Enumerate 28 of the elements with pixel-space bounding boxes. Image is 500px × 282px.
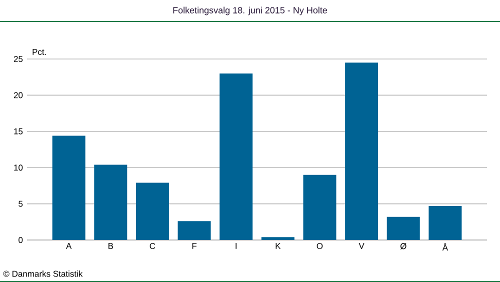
y-axis-title: Pct. — [32, 49, 46, 55]
y-tick-label: 0 — [18, 236, 23, 244]
x-tick-label: V — [358, 243, 364, 249]
y-tick-label: 10 — [14, 164, 23, 171]
x-tick-label: Ø — [400, 243, 406, 250]
bar — [94, 164, 128, 240]
bar — [303, 174, 336, 240]
text: © Danmarks Statistik — [3, 270, 83, 277]
x-tick-label: O — [316, 243, 323, 250]
y-tick-label: 15 — [14, 128, 23, 134]
bar — [261, 237, 294, 240]
bar — [428, 206, 462, 240]
bar — [345, 62, 378, 240]
chart-title: Folketingsvalg 18. juni 2015 - Ny Holte — [173, 6, 328, 16]
x-tick-label: K — [276, 243, 281, 249]
x-tick-label: C — [150, 243, 156, 250]
x-tick-label: Å — [442, 243, 448, 250]
y-tick-label: 25 — [14, 56, 23, 62]
y-tick-label: 5 — [18, 200, 23, 207]
x-tick-label: A — [66, 243, 72, 249]
y-tick-label: 20 — [14, 92, 23, 98]
bar — [220, 73, 253, 240]
bar — [52, 136, 86, 240]
x-tick-label: F — [192, 243, 197, 249]
bar — [136, 182, 169, 240]
x-tick-label: B — [108, 243, 114, 249]
bar — [178, 221, 211, 240]
bar — [386, 216, 420, 240]
